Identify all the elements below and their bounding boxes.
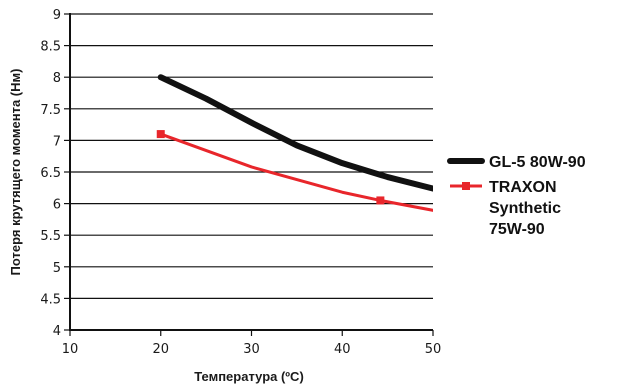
series-line <box>159 132 433 212</box>
y-tick-label: 7.5 <box>40 103 61 118</box>
y-tick-label: 5 <box>53 261 61 276</box>
y-tick-label: 5.5 <box>40 229 61 244</box>
gridlines <box>70 13 433 331</box>
x-axis-title: Температура (ºC) <box>194 369 304 384</box>
y-tick-label: 6 <box>53 198 61 213</box>
x-tick-label: 10 <box>62 342 79 357</box>
legend-label-gl5: GL-5 80W-90 <box>489 154 586 171</box>
y-tick-label: 6.5 <box>40 166 61 181</box>
legend-label-traxon: TRAXON Synthetic 75W-90 <box>489 179 561 238</box>
series-traxon-synthetic-75w-90 <box>156 130 433 212</box>
data-point <box>376 196 385 205</box>
y-tick-label: 4 <box>53 324 61 339</box>
x-tick-label: 50 <box>425 342 442 357</box>
series-gl5-80w-90 <box>157 74 433 192</box>
y-tick-label: 7 <box>53 134 61 149</box>
x-axis-ticks: 10 20 30 40 50 <box>62 330 442 357</box>
y-tick-label: 4.5 <box>40 292 61 307</box>
y-axis-ticks: 4 4.5 5 5.5 6 6.5 7 7.5 8 8.5 9 <box>40 8 70 339</box>
x-tick-label: 20 <box>152 342 169 357</box>
x-tick-label: 30 <box>243 342 260 357</box>
y-tick-label: 8 <box>53 71 61 86</box>
x-tick-label: 40 <box>334 342 351 357</box>
y-axis-title: Потеря крутящего момента (Нм) <box>8 69 23 276</box>
legend: GL-5 80W-90 TRAXON Synthetic 75W-90 <box>447 154 586 238</box>
data-point <box>156 130 165 139</box>
series-layer <box>156 74 433 212</box>
series-line <box>157 74 433 192</box>
legend-marker-traxon <box>462 182 470 190</box>
y-tick-label: 8.5 <box>40 40 61 55</box>
y-tick-label: 9 <box>53 8 61 23</box>
